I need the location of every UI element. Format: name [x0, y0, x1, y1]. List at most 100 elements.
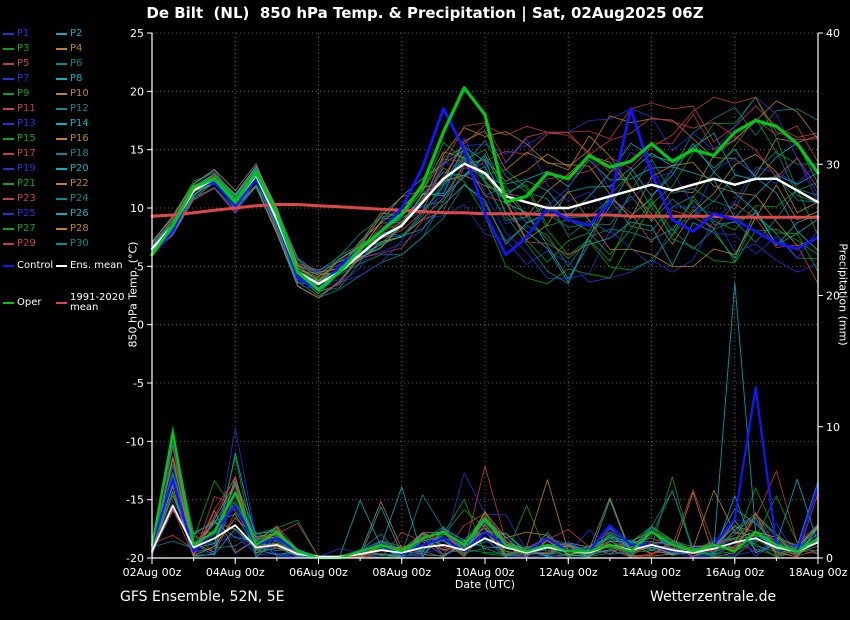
member-label: P15 [17, 133, 36, 144]
svg-text:10: 10 [130, 202, 144, 215]
axes-and-ticks: -20 -15 -10 -5 0 5 10 15 20 25 0 10 20 30 40 02Aug 00z 0… [123, 27, 848, 579]
svg-text:0: 0 [826, 552, 833, 565]
x-axis-label: Date (UTC) [454, 578, 516, 591]
svg-text:15: 15 [130, 144, 144, 157]
member-label: P2 [70, 28, 83, 39]
member-color-dash [56, 137, 67, 140]
svg-text:40: 40 [826, 27, 840, 40]
svg-text:-5: -5 [133, 377, 144, 390]
model-info-text: GFS Ensemble, 52N, 5E [120, 589, 285, 605]
member-color-dash [56, 227, 67, 230]
member-label: P16 [70, 133, 89, 144]
legend-control-label: Control [17, 260, 54, 271]
member-label: P23 [17, 193, 36, 204]
member-color-dash [56, 152, 67, 155]
climate-color-dash [56, 301, 67, 304]
legend-item-p30: P30 [56, 236, 131, 251]
legend-item-p27: P27 [3, 221, 56, 236]
legend-item-p22: P22 [56, 176, 131, 191]
member-label: P12 [70, 103, 89, 114]
svg-text:30: 30 [826, 158, 840, 171]
legend-item-p2: P2 [56, 26, 131, 41]
member-color-dash [56, 197, 67, 200]
member-label: P17 [17, 148, 36, 159]
member-color-dash [3, 227, 14, 230]
legend-item-p12: P12 [56, 101, 131, 116]
member-label: P1 [17, 28, 30, 39]
member-label: P5 [17, 58, 30, 69]
member-color-dash [56, 62, 67, 65]
member-color-dash [56, 182, 67, 185]
svg-text:0: 0 [137, 319, 144, 332]
legend-item-p7: P7 [3, 71, 56, 86]
ensemble-legend: P1 P2 P3 P4 P5 P6 P7 P8 P9 P10 P11 P12 P13 P14 P15 P16 P… [3, 26, 131, 251]
member-label: P27 [17, 223, 36, 234]
legend-item-p13: P13 [3, 116, 56, 131]
member-label: P9 [17, 88, 30, 99]
legend-item-p3: P3 [3, 41, 56, 56]
legend-item-p20: P20 [56, 161, 131, 176]
member-label: P18 [70, 148, 89, 159]
svg-text:-15: -15 [126, 494, 144, 507]
svg-text:-10: -10 [126, 435, 144, 448]
svg-text:20: 20 [130, 85, 144, 98]
member-color-dash [3, 122, 14, 125]
member-label: P13 [17, 118, 36, 129]
svg-text:5: 5 [137, 260, 144, 273]
member-label: P26 [70, 208, 89, 219]
member-label: P29 [17, 238, 36, 249]
member-label: P22 [70, 178, 89, 189]
member-color-dash [3, 152, 14, 155]
legend-item-p14: P14 [56, 116, 131, 131]
member-label: P28 [70, 223, 89, 234]
member-label: P21 [17, 178, 36, 189]
legend-item-p18: P18 [56, 146, 131, 161]
legend-oper-label: Oper [17, 297, 42, 308]
svg-text:02Aug 00z: 02Aug 00z [123, 566, 182, 579]
member-label: P8 [70, 73, 83, 84]
member-label: P30 [70, 238, 89, 249]
svg-text:14Aug 00z: 14Aug 00z [622, 566, 681, 579]
legend-item-p17: P17 [3, 146, 56, 161]
legend-item-p25: P25 [3, 206, 56, 221]
legend-item-p4: P4 [56, 41, 131, 56]
member-color-dash [56, 212, 67, 215]
svg-text:18Aug 00z: 18Aug 00z [789, 566, 848, 579]
legend-item-ens-mean: Ens. mean [56, 258, 141, 273]
legend-item-p15: P15 [3, 131, 56, 146]
legend-item-p1: P1 [3, 26, 56, 41]
member-label: P24 [70, 193, 89, 204]
svg-text:04Aug 00z: 04Aug 00z [206, 566, 265, 579]
legend-item-p6: P6 [56, 56, 131, 71]
member-color-dash [3, 197, 14, 200]
member-color-dash [56, 242, 67, 245]
legend-item-p10: P10 [56, 86, 131, 101]
legend-row-control-mean: Control Ens. mean [3, 258, 141, 273]
member-color-dash [3, 167, 14, 170]
legend-item-p24: P24 [56, 191, 131, 206]
member-color-dash [3, 62, 14, 65]
member-label: P14 [70, 118, 89, 129]
svg-text:06Aug 00z: 06Aug 00z [289, 566, 348, 579]
svg-text:08Aug 00z: 08Aug 00z [372, 566, 431, 579]
svg-text:10: 10 [826, 421, 840, 434]
member-label: P10 [70, 88, 89, 99]
member-color-dash [3, 242, 14, 245]
y-axis-right-label: Precipitation (mm) [836, 243, 850, 346]
y-axis-left-label: 850 hPa Temp. (°C) [126, 241, 140, 348]
member-color-dash [56, 47, 67, 50]
member-label: P7 [17, 73, 30, 84]
oper-color-dash [3, 301, 14, 304]
member-label: P19 [17, 163, 36, 174]
grid-lines [151, 32, 819, 559]
legend-ens-mean-label: Ens. mean [70, 260, 123, 271]
member-color-dash [3, 32, 14, 35]
svg-text:10Aug 00z: 10Aug 00z [456, 566, 515, 579]
member-label: P4 [70, 43, 83, 54]
legend-item-p29: P29 [3, 236, 56, 251]
legend-climate-label: 1991-2020 mean [70, 292, 125, 313]
legend-item-p28: P28 [56, 221, 131, 236]
member-label: P20 [70, 163, 89, 174]
member-color-dash [3, 92, 14, 95]
